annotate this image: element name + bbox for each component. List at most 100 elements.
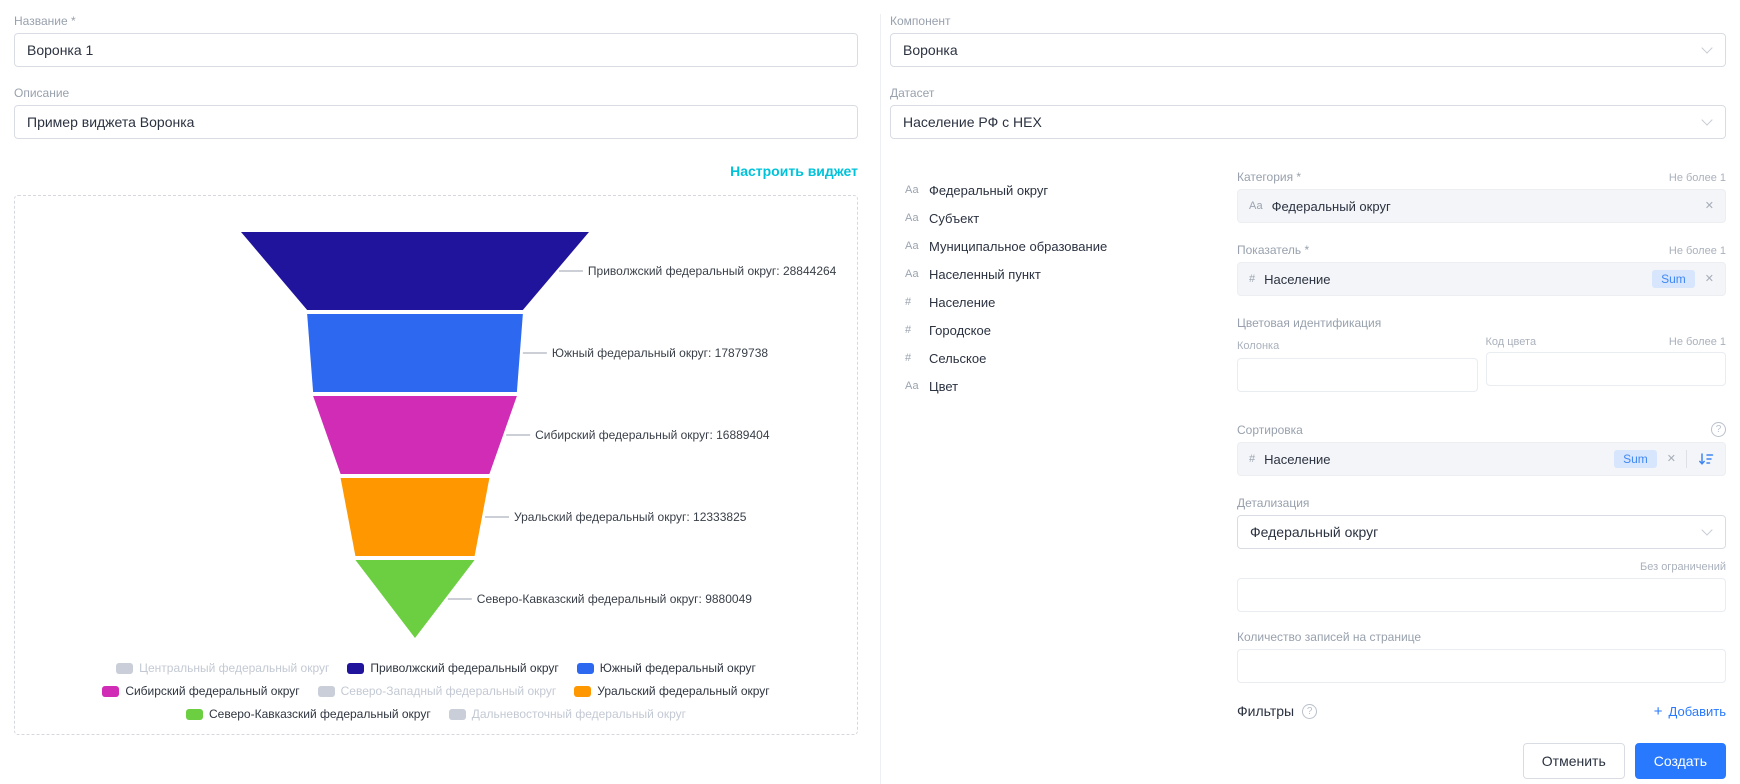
- detailing-section: Детализация Федеральный округ: [1237, 496, 1726, 549]
- funnel-label: Приволжский федеральный округ: 28844264: [588, 264, 837, 278]
- dataset-field[interactable]: Аа Муниципальное образование: [905, 232, 1217, 260]
- measure-chip[interactable]: # Население Sum: [1237, 262, 1726, 296]
- description-form-row: Описание: [14, 86, 858, 139]
- field-type-icon: Аа: [905, 212, 919, 224]
- dataset-field[interactable]: Аа Населенный пункт: [905, 260, 1217, 288]
- dataset-field[interactable]: Аа Федеральный округ: [905, 176, 1217, 204]
- legend-label: Северо-Кавказский федеральный округ: [208, 707, 431, 721]
- sort-direction-icon[interactable]: [1698, 451, 1714, 467]
- filters-label: Фильтры: [1237, 703, 1295, 719]
- field-type-icon: #: [905, 352, 912, 364]
- field-name: Субъект: [929, 210, 980, 226]
- field-type-icon: #: [1249, 273, 1256, 285]
- color-code-sublabel: Код цвета: [1485, 336, 1537, 348]
- chevron-down-icon: [1701, 524, 1713, 536]
- dataset-label: Датасет: [890, 86, 935, 100]
- row-limit-input[interactable]: [1237, 578, 1726, 612]
- component-select-value: Воронка: [903, 42, 958, 58]
- config-area: Аа Федеральный округ Аа Субъект Аа Муниципаль…: [890, 170, 1726, 779]
- funnel-label: Уральский федеральный округ: 12333825: [514, 510, 747, 524]
- legend-item[interactable]: Уральский федеральный округ: [574, 684, 770, 698]
- category-section: Категория * Не более 1 Аа Федеральный ок…: [1237, 170, 1726, 223]
- sorting-label: Сортировка: [1237, 423, 1303, 437]
- add-filter-link[interactable]: Добавить: [1654, 704, 1726, 719]
- legend-label: Дальневосточный федеральный округ: [471, 707, 687, 721]
- color-column-input[interactable]: [1237, 358, 1478, 392]
- aggregation-badge[interactable]: Sum: [1652, 270, 1695, 288]
- chevron-down-icon: [1701, 114, 1713, 126]
- page-size-label: Количество записей на странице: [1237, 630, 1422, 644]
- field-type-icon: Аа: [1249, 200, 1263, 212]
- config-column: Категория * Не более 1 Аа Федеральный ок…: [1237, 170, 1726, 779]
- legend-item[interactable]: Южный федеральный округ: [576, 661, 756, 675]
- funnel-segment[interactable]: [241, 232, 589, 310]
- dataset-field[interactable]: Аа Субъект: [905, 204, 1217, 232]
- remove-sorting-icon[interactable]: [1667, 454, 1676, 465]
- legend-label: Приволжский федеральный округ: [370, 661, 559, 675]
- color-code-input[interactable]: [1485, 352, 1726, 386]
- detailing-select[interactable]: Федеральный округ: [1237, 515, 1726, 549]
- measure-section: Показатель * Не более 1 # Население Sum: [1237, 243, 1726, 296]
- funnel-segment[interactable]: [355, 560, 475, 638]
- dataset-field[interactable]: # Городское: [905, 316, 1217, 344]
- legend-swatch: [347, 662, 365, 674]
- configure-widget-link[interactable]: Настроить виджет: [730, 163, 858, 179]
- component-label: Компонент: [890, 14, 951, 28]
- add-filter-label: Добавить: [1668, 703, 1726, 719]
- legend-swatch: [317, 685, 335, 697]
- remove-category-icon[interactable]: [1705, 201, 1714, 212]
- field-name: Населенный пункт: [929, 266, 1041, 282]
- category-chip-name: Федеральный округ: [1271, 198, 1391, 214]
- sorting-chip[interactable]: # Население Sum: [1237, 442, 1726, 476]
- funnel-segment[interactable]: [307, 314, 523, 392]
- dataset-field[interactable]: # Население: [905, 288, 1217, 316]
- field-type-icon: Аа: [905, 268, 919, 280]
- category-hint: Не более 1: [1668, 172, 1726, 184]
- description-input[interactable]: [14, 105, 858, 139]
- color-identification-section: Цветовая идентификация Колонка Код цвета…: [1237, 316, 1726, 392]
- page-size-input[interactable]: [1237, 649, 1726, 683]
- dataset-select-value: Население РФ с HEX: [903, 114, 1042, 130]
- component-form-row: Компонент Воронка: [890, 14, 1726, 67]
- legend-item[interactable]: Северо-Западный федеральный округ: [317, 684, 556, 698]
- legend-item[interactable]: Приволжский федеральный округ: [347, 661, 559, 675]
- page-size-section: Количество записей на странице: [1237, 630, 1726, 683]
- dataset-select[interactable]: Население РФ с HEX: [890, 105, 1726, 139]
- legend-item[interactable]: Дальневосточный федеральный округ: [448, 707, 687, 721]
- legend-item[interactable]: Северо-Кавказский федеральный округ: [185, 707, 431, 721]
- funnel-label: Сибирский федеральный округ: 16889404: [535, 428, 770, 442]
- sorting-help-icon[interactable]: [1711, 422, 1726, 437]
- dataset-field[interactable]: # Сельское: [905, 344, 1217, 372]
- detailing-select-value: Федеральный округ: [1250, 524, 1379, 540]
- name-input[interactable]: [14, 33, 858, 67]
- legend-label: Южный федеральный округ: [599, 661, 756, 675]
- legend-swatch: [185, 708, 203, 720]
- category-label: Категория *: [1237, 170, 1302, 184]
- legend-swatch: [116, 662, 134, 674]
- legend-item[interactable]: Сибирский федеральный округ: [102, 684, 300, 698]
- aggregation-badge[interactable]: Sum: [1614, 450, 1657, 468]
- measure-hint: Не более 1: [1668, 245, 1726, 257]
- component-select[interactable]: Воронка: [890, 33, 1726, 67]
- category-chip[interactable]: Аа Федеральный округ: [1237, 189, 1726, 223]
- remove-measure-icon[interactable]: [1705, 274, 1714, 285]
- left-pane: Название * Описание Настроить виджет При…: [14, 14, 858, 784]
- legend-label: Уральский федеральный округ: [597, 684, 770, 698]
- legend-swatch: [574, 685, 592, 697]
- dataset-form-row: Датасет Население РФ с HEX: [890, 86, 1726, 139]
- sorting-chip-name: Население: [1264, 451, 1331, 467]
- filters-help-icon[interactable]: [1302, 703, 1318, 719]
- funnel-label: Южный федеральный округ: 17879738: [552, 346, 769, 360]
- legend-label: Центральный федеральный округ: [139, 661, 330, 675]
- funnel-segment[interactable]: [340, 478, 490, 556]
- dataset-fields-list: Аа Федеральный округ Аа Субъект Аа Муниципаль…: [890, 170, 1237, 779]
- create-button[interactable]: Создать: [1634, 743, 1726, 779]
- funnel-segment[interactable]: [313, 396, 517, 474]
- sorting-section: Сортировка # Население Sum: [1237, 422, 1726, 476]
- cancel-button[interactable]: Отменить: [1522, 743, 1625, 779]
- dataset-field[interactable]: Аа Цвет: [905, 372, 1217, 400]
- legend-item[interactable]: Центральный федеральный округ: [116, 661, 329, 675]
- filters-row: Фильтры Добавить: [1237, 703, 1726, 719]
- chart-legend: Центральный федеральный округ Приволжский…: [86, 661, 786, 721]
